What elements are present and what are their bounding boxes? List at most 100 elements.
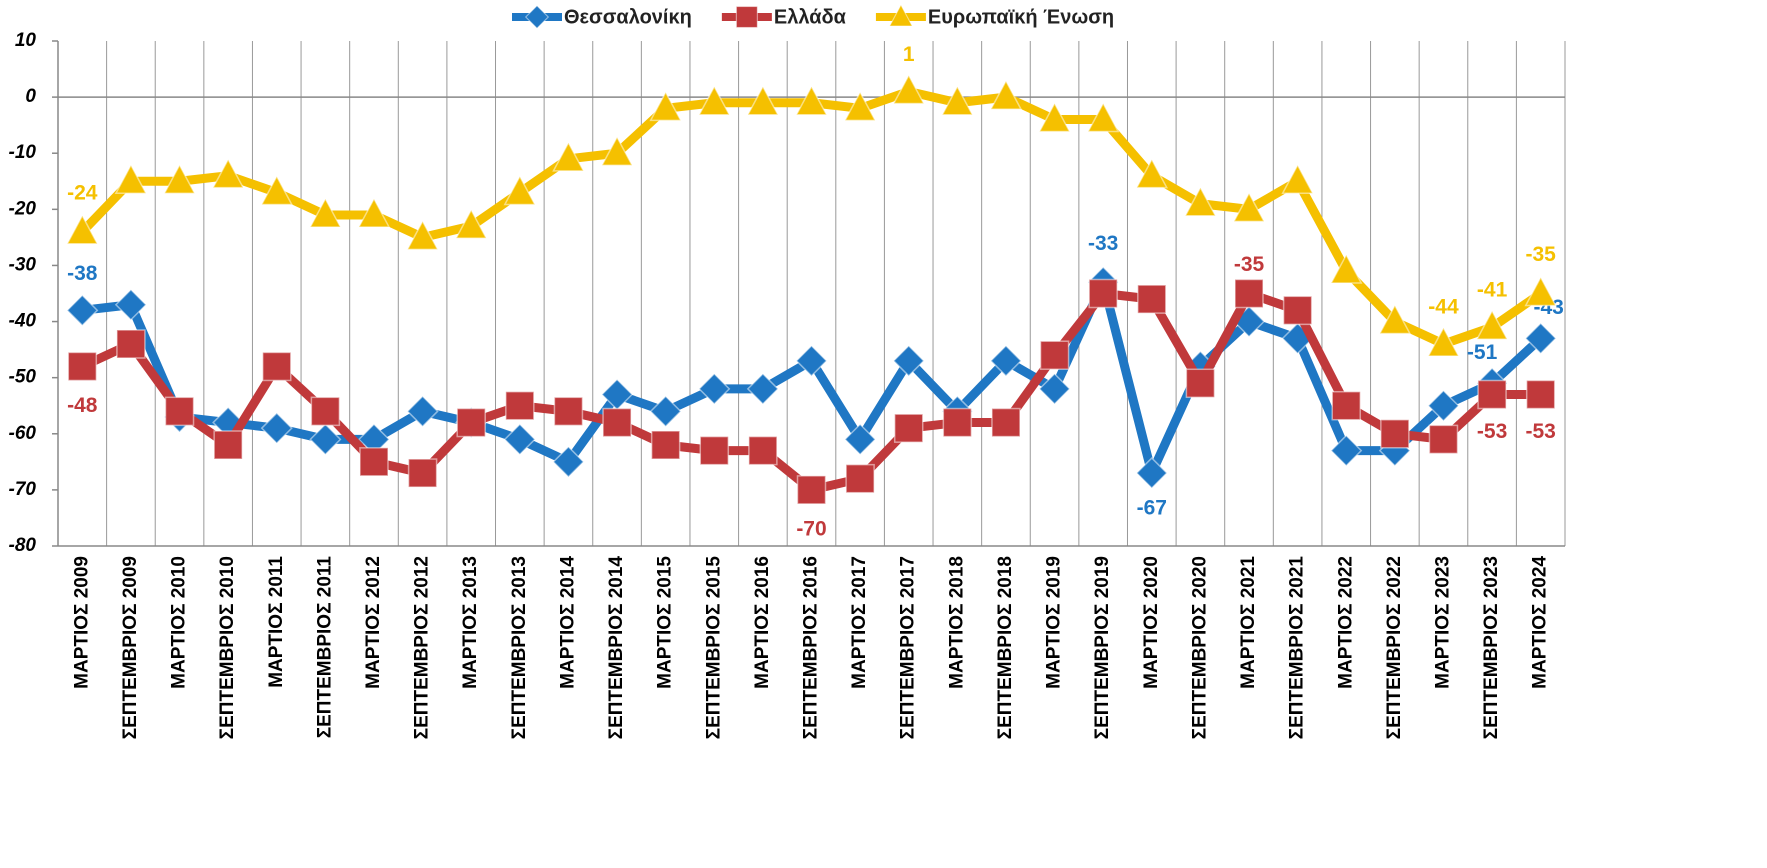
marker bbox=[1184, 186, 1217, 217]
marker bbox=[796, 475, 827, 505]
x-tick-label: ΣΕΠΤΕΜΒΡΙΟΣ 2011 bbox=[314, 556, 335, 739]
x-tick-label: ΣΕΠΤΕΜΒΡΙΟΣ 2016 bbox=[801, 556, 822, 739]
x-tick-label: ΣΕΠΤΕΜΒΡΙΟΣ 2021 bbox=[1287, 556, 1308, 740]
legend-label: Θεσσαλονίκη bbox=[564, 6, 692, 28]
y-tick-label: 10 bbox=[15, 30, 37, 51]
y-tick-label: -30 bbox=[9, 254, 37, 275]
legend: Θεσσαλονίκη Ελλάδα Ευρωπαϊκή Ένωση bbox=[512, 3, 1114, 30]
marker bbox=[1282, 295, 1313, 326]
marker bbox=[310, 396, 341, 427]
x-tick-label: ΜΑΡΤΙΟΣ 2016 bbox=[752, 556, 773, 689]
x-tick-label: ΜΑΡΤΙΟΣ 2009 bbox=[71, 556, 92, 689]
marker bbox=[888, 3, 914, 27]
marker bbox=[1086, 101, 1120, 133]
marker bbox=[1234, 278, 1264, 309]
marker bbox=[1428, 424, 1459, 455]
y-tick-label: -50 bbox=[9, 367, 37, 388]
marker bbox=[260, 412, 293, 445]
marker bbox=[454, 208, 488, 239]
x-tick-label: ΣΕΠΤΕΜΒΡΙΟΣ 2018 bbox=[995, 556, 1016, 739]
y-tick-label: -40 bbox=[9, 311, 37, 332]
data-label: -41 bbox=[1477, 279, 1508, 302]
marker bbox=[892, 344, 925, 377]
x-tick-label: ΣΕΠΤΕΜΒΡΙΟΣ 2019 bbox=[1092, 556, 1113, 739]
marker bbox=[1427, 326, 1460, 357]
marker bbox=[1525, 379, 1556, 410]
marker bbox=[553, 396, 584, 427]
x-tick-label: ΜΑΡΤΙΟΣ 2021 bbox=[1238, 556, 1259, 689]
marker bbox=[114, 163, 148, 195]
marker bbox=[1039, 340, 1070, 370]
x-tick-label: ΣΕΠΤΕΜΒΡΙΟΣ 2022 bbox=[1384, 556, 1405, 739]
y-tick-label: 0 bbox=[25, 86, 36, 107]
data-label: -48 bbox=[67, 394, 98, 417]
marker bbox=[211, 158, 245, 189]
marker bbox=[893, 413, 924, 443]
x-tick-label: ΜΑΡΤΙΟΣ 2022 bbox=[1335, 556, 1356, 689]
x-tick-label: ΣΕΠΤΕΜΒΡΙΟΣ 2017 bbox=[898, 556, 919, 739]
marker bbox=[260, 174, 294, 206]
x-tick-label: ΜΑΡΤΙΟΣ 2015 bbox=[655, 556, 676, 689]
data-label: -35 bbox=[1526, 243, 1557, 266]
marker bbox=[989, 344, 1023, 377]
marker bbox=[941, 85, 974, 116]
marker bbox=[524, 4, 550, 30]
marker bbox=[844, 423, 877, 456]
marker bbox=[1137, 284, 1167, 314]
data-label: -53 bbox=[1477, 420, 1507, 443]
marker bbox=[262, 351, 292, 382]
data-label: -33 bbox=[1088, 232, 1118, 255]
marker bbox=[892, 73, 925, 105]
marker bbox=[67, 351, 98, 382]
marker bbox=[456, 407, 486, 438]
marker bbox=[650, 430, 681, 460]
data-label: -70 bbox=[796, 517, 826, 540]
x-tick-label: ΣΕΠΤΕΜΒΡΙΟΣ 2023 bbox=[1481, 556, 1502, 739]
marker bbox=[698, 85, 731, 116]
y-tick-label: -70 bbox=[9, 479, 37, 500]
x-tick-label: ΜΑΡΤΙΟΣ 2012 bbox=[363, 556, 384, 689]
marker bbox=[989, 79, 1023, 110]
marker bbox=[600, 135, 634, 166]
data-label: -38 bbox=[67, 262, 98, 285]
marker bbox=[1331, 390, 1361, 421]
marker bbox=[116, 329, 146, 359]
marker bbox=[359, 447, 389, 477]
x-tick-label: ΣΕΠΤΕΜΒΡΙΟΣ 2012 bbox=[412, 556, 433, 739]
x-tick-label: ΜΑΡΤΙΟΣ 2019 bbox=[1044, 556, 1065, 689]
x-tick-label: ΜΑΡΤΙΟΣ 2013 bbox=[460, 556, 481, 689]
marker bbox=[1329, 253, 1363, 284]
x-tick-label: ΣΕΠΤΕΜΒΡΙΟΣ 2013 bbox=[509, 556, 530, 739]
marker bbox=[845, 463, 875, 494]
x-tick-label: ΜΑΡΤΙΟΣ 2017 bbox=[849, 556, 870, 689]
marker bbox=[164, 396, 195, 427]
marker bbox=[406, 219, 439, 251]
x-tick-label: ΣΕΠΤΕΜΒΡΙΟΣ 2010 bbox=[217, 556, 238, 739]
marker bbox=[552, 141, 585, 172]
marker bbox=[602, 407, 632, 438]
marker bbox=[991, 407, 1021, 438]
data-label: -53 bbox=[1526, 420, 1556, 443]
marker bbox=[698, 372, 731, 405]
marker bbox=[942, 407, 973, 438]
marker bbox=[746, 85, 780, 116]
series bbox=[66, 73, 1557, 357]
marker bbox=[505, 390, 535, 421]
marker bbox=[1185, 368, 1216, 399]
marker bbox=[66, 214, 99, 245]
marker bbox=[1135, 456, 1168, 490]
legend-label: Ελλάδα bbox=[774, 6, 847, 28]
marker bbox=[1475, 309, 1509, 340]
x-tick-label: ΣΕΠΤΕΜΒΡΙΟΣ 2014 bbox=[606, 556, 627, 740]
marker bbox=[843, 90, 877, 122]
data-label: -35 bbox=[1234, 253, 1265, 276]
marker bbox=[1281, 163, 1314, 195]
marker bbox=[66, 294, 99, 327]
y-tick-label: -60 bbox=[9, 423, 37, 444]
x-tick-label: ΜΑΡΤΙΟΣ 2010 bbox=[169, 556, 190, 689]
x-tick-label: ΣΕΠΤΕΜΒΡΙΟΣ 2020 bbox=[1189, 556, 1210, 739]
data-label: -67 bbox=[1137, 497, 1167, 520]
marker bbox=[1232, 191, 1266, 223]
marker bbox=[163, 163, 196, 195]
